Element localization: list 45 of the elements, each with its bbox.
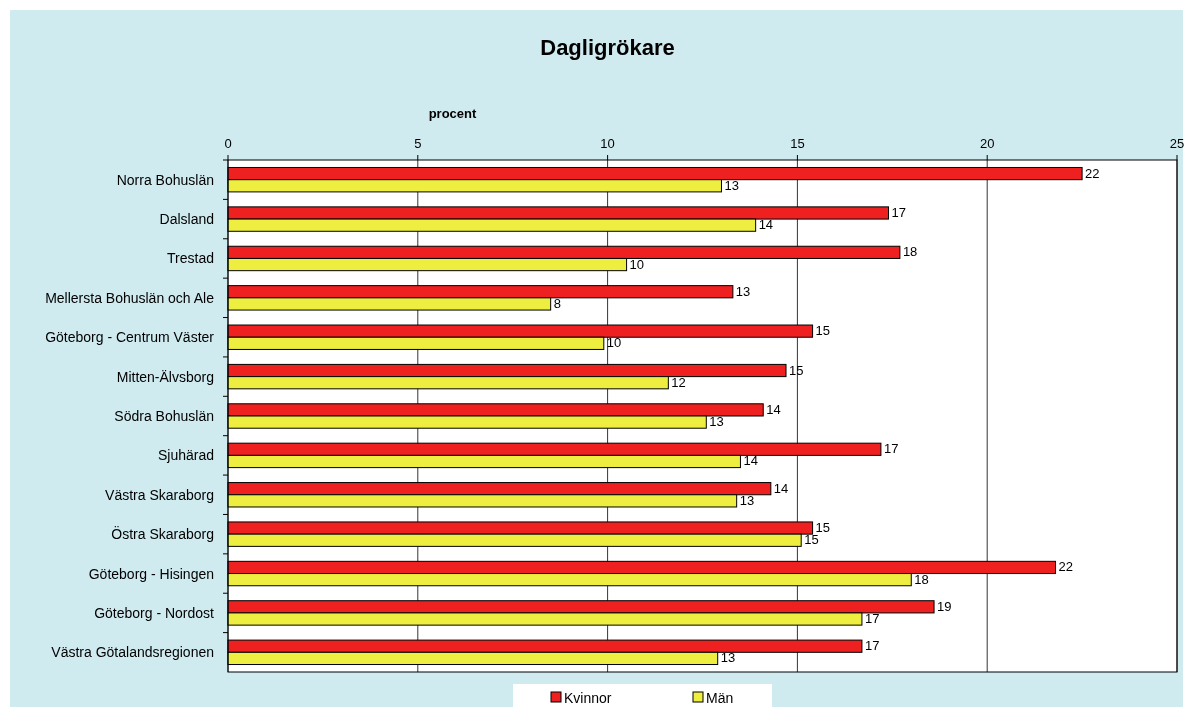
x-tick-label: 15: [790, 136, 805, 151]
data-label: 17: [864, 638, 880, 654]
data-label: 14: [766, 401, 781, 417]
y-tick-label: Östra Skaraborg: [111, 525, 214, 543]
x-axis-title: procent: [428, 106, 478, 121]
data-label: 18: [902, 244, 918, 260]
y-tick-label: Göteborg - Hisingen: [88, 565, 214, 582]
data-label: 22: [1085, 165, 1100, 181]
y-tick-label: Västra Skaraborg: [105, 486, 214, 503]
y-tick-label: Mitten-Älvsborg: [116, 368, 214, 385]
data-label: 13: [739, 492, 755, 508]
data-label: 13: [724, 177, 739, 193]
data-label: 17: [864, 611, 880, 627]
data-label: 13: [720, 650, 736, 666]
x-tick-label: 20: [979, 136, 995, 151]
data-label: 17: [891, 204, 906, 220]
data-label: 17: [883, 441, 899, 457]
data-label: 12: [671, 374, 686, 390]
y-tick-label: Sjuhärad: [157, 447, 214, 464]
legend-label: Män: [706, 690, 734, 706]
x-tick-label: 10: [600, 136, 615, 151]
data-label: 22: [1058, 559, 1073, 575]
y-tick-label: Mellersta Bohuslän och Ale: [45, 289, 215, 306]
y-tick-label: Västra Götalandsregionen: [51, 644, 214, 661]
data-label: 13: [735, 283, 751, 299]
data-label: 13: [709, 414, 724, 430]
y-tick-label: Dalsland: [159, 211, 214, 228]
data-label: 19: [937, 598, 952, 614]
x-tick-label: 25: [1169, 136, 1185, 151]
x-tick-label: 5: [414, 136, 422, 151]
chart-title: Dagligrökare: [540, 35, 675, 60]
legend-label: Kvinnor: [564, 690, 612, 706]
data-label: 10: [629, 256, 645, 272]
data-label: 8: [553, 295, 561, 311]
x-tick-label: 0: [224, 136, 232, 151]
data-label: 18: [914, 571, 929, 587]
y-tick-label: Norra Bohuslän: [116, 171, 214, 188]
data-label: 15: [815, 323, 831, 339]
y-tick-label: Göteborg - Nordost: [94, 604, 215, 621]
data-label: 14: [743, 453, 758, 469]
y-tick-label: Göteborg - Centrum Väster: [45, 329, 215, 346]
data-label: 14: [758, 217, 774, 233]
data-label: 14: [773, 480, 789, 496]
y-tick-label: Trestad: [167, 250, 214, 267]
y-tick-label: Södra Bohuslän: [114, 408, 214, 424]
